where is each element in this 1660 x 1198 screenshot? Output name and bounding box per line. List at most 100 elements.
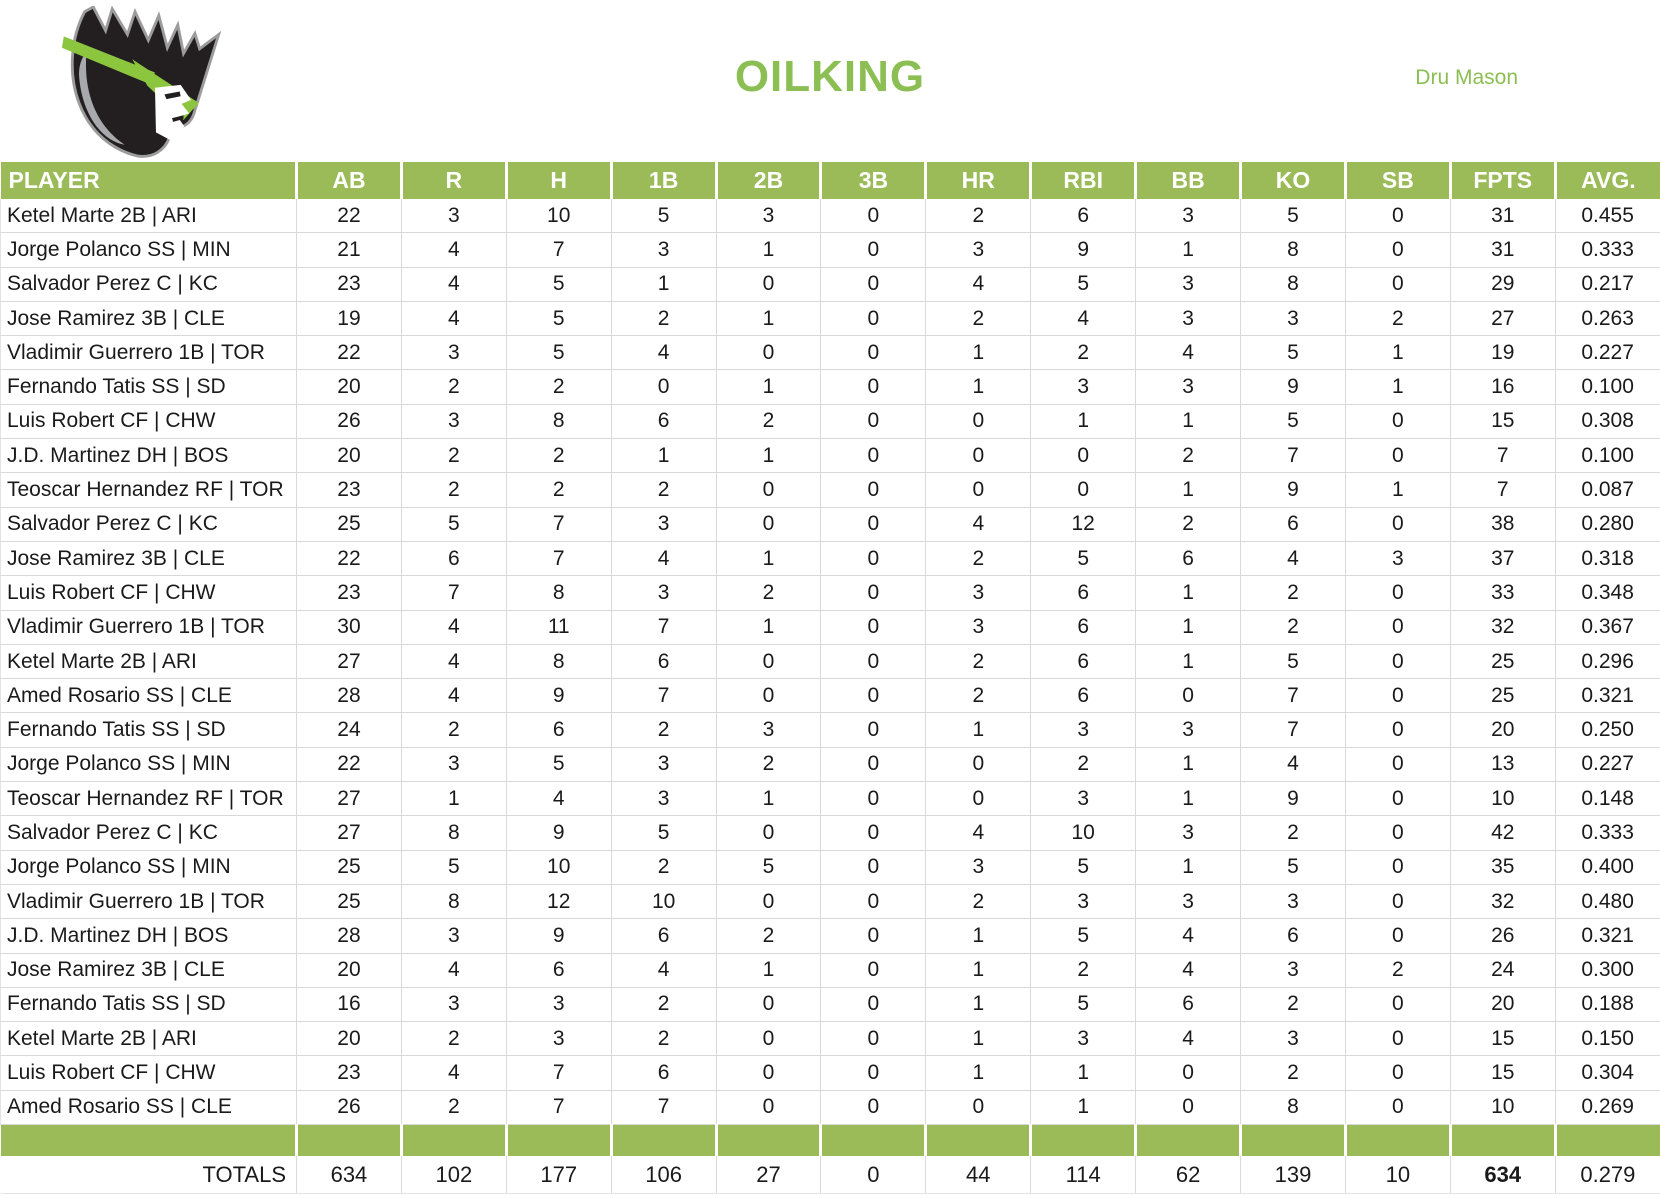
stat-cell-ab[interactable]: 22 bbox=[296, 747, 402, 783]
total-avg[interactable]: 0.279 bbox=[1554, 1156, 1660, 1195]
stat-cell-1b[interactable]: 2 bbox=[610, 301, 717, 337]
stat-cell-3b[interactable]: 0 bbox=[820, 575, 926, 611]
stat-cell-sb[interactable]: 0 bbox=[1344, 610, 1451, 645]
stat-cell-3b[interactable]: 0 bbox=[820, 199, 926, 234]
player-name-cell[interactable]: J.D. Martinez DH | BOS bbox=[0, 918, 297, 954]
stat-cell-bb[interactable]: 3 bbox=[1135, 267, 1241, 302]
stat-cell-hr[interactable]: 4 bbox=[925, 815, 1031, 851]
stat-cell-sb[interactable]: 0 bbox=[1344, 712, 1451, 748]
stat-cell-hr[interactable]: 4 bbox=[925, 267, 1031, 302]
stat-cell-sb[interactable]: 1 bbox=[1344, 472, 1451, 508]
stat-cell-hr[interactable]: 1 bbox=[925, 953, 1031, 988]
stat-cell-r[interactable]: 4 bbox=[400, 610, 507, 645]
stat-cell-h[interactable]: 6 bbox=[505, 712, 612, 748]
stat-cell-2b[interactable]: 0 bbox=[715, 335, 821, 371]
stat-cell-r[interactable]: 2 bbox=[400, 1021, 507, 1057]
stat-cell-2b[interactable]: 1 bbox=[715, 541, 821, 577]
stat-cell-bb[interactable]: 0 bbox=[1135, 1055, 1241, 1091]
stat-cell-r[interactable]: 2 bbox=[400, 472, 507, 508]
stat-cell-bb[interactable]: 3 bbox=[1135, 884, 1241, 920]
stat-cell-3b[interactable]: 0 bbox=[820, 438, 926, 474]
stat-cell-ab[interactable]: 25 bbox=[296, 850, 402, 885]
stat-cell-hr[interactable]: 2 bbox=[925, 541, 1031, 577]
stat-cell-hr[interactable]: 2 bbox=[925, 301, 1031, 337]
stat-cell-hr[interactable]: 3 bbox=[925, 610, 1031, 645]
stat-cell-avg[interactable]: 0.296 bbox=[1554, 644, 1660, 680]
stat-cell-3b[interactable]: 0 bbox=[820, 404, 926, 440]
stat-cell-ko[interactable]: 4 bbox=[1240, 541, 1346, 577]
stat-cell-h[interactable]: 7 bbox=[505, 232, 612, 268]
stat-cell-hr[interactable]: 0 bbox=[925, 781, 1031, 817]
stat-cell-fpts[interactable]: 13 bbox=[1449, 747, 1556, 783]
stat-cell-fpts[interactable]: 35 bbox=[1449, 850, 1556, 885]
column-header-ko[interactable]: KO bbox=[1239, 162, 1346, 199]
stat-cell-1b[interactable]: 1 bbox=[610, 438, 717, 474]
stat-cell-3b[interactable]: 0 bbox=[820, 541, 926, 577]
stat-cell-fpts[interactable]: 16 bbox=[1449, 369, 1556, 405]
stat-cell-rbi[interactable]: 2 bbox=[1030, 747, 1136, 783]
stat-cell-r[interactable]: 4 bbox=[400, 644, 507, 680]
stat-cell-2b[interactable]: 0 bbox=[715, 1021, 821, 1057]
stat-cell-fpts[interactable]: 33 bbox=[1449, 575, 1556, 611]
stat-cell-sb[interactable]: 0 bbox=[1344, 644, 1451, 680]
stat-cell-r[interactable]: 1 bbox=[400, 781, 507, 817]
stat-cell-r[interactable]: 8 bbox=[400, 815, 507, 851]
stat-cell-ab[interactable]: 28 bbox=[296, 918, 402, 954]
stat-cell-fpts[interactable]: 10 bbox=[1449, 1090, 1556, 1126]
stat-cell-2b[interactable]: 0 bbox=[715, 472, 821, 508]
player-name-cell[interactable]: Teoscar Hernandez RF | TOR bbox=[0, 472, 297, 508]
stat-cell-sb[interactable]: 0 bbox=[1344, 850, 1451, 885]
stat-cell-h[interactable]: 10 bbox=[505, 199, 612, 234]
stat-cell-r[interactable]: 3 bbox=[400, 404, 507, 440]
total-r[interactable]: 102 bbox=[400, 1156, 507, 1195]
stat-cell-3b[interactable]: 0 bbox=[820, 644, 926, 680]
column-header-fpts[interactable]: FPTS bbox=[1448, 162, 1556, 199]
stat-cell-avg[interactable]: 0.087 bbox=[1554, 472, 1660, 508]
stat-cell-ab[interactable]: 27 bbox=[296, 644, 402, 680]
total-bb[interactable]: 62 bbox=[1135, 1156, 1241, 1195]
stat-cell-3b[interactable]: 0 bbox=[820, 301, 926, 337]
stat-cell-ab[interactable]: 20 bbox=[296, 953, 402, 988]
stat-cell-h[interactable]: 3 bbox=[505, 987, 612, 1023]
player-name-cell[interactable]: Salvador Perez C | KC bbox=[0, 507, 297, 542]
stat-cell-bb[interactable]: 1 bbox=[1135, 644, 1241, 680]
stat-cell-1b[interactable]: 5 bbox=[610, 815, 717, 851]
stat-cell-ab[interactable]: 25 bbox=[296, 507, 402, 542]
player-name-cell[interactable]: Jose Ramirez 3B | CLE bbox=[0, 953, 297, 988]
stat-cell-avg[interactable]: 0.304 bbox=[1554, 1055, 1660, 1091]
stat-cell-2b[interactable]: 3 bbox=[715, 199, 821, 234]
stat-cell-rbi[interactable]: 3 bbox=[1030, 712, 1136, 748]
player-name-cell[interactable]: Jorge Polanco SS | MIN bbox=[0, 747, 297, 783]
stat-cell-hr[interactable]: 3 bbox=[925, 232, 1031, 268]
stat-cell-fpts[interactable]: 32 bbox=[1449, 610, 1556, 645]
column-header-rbi[interactable]: RBI bbox=[1029, 162, 1136, 199]
stat-cell-2b[interactable]: 1 bbox=[715, 369, 821, 405]
stat-cell-h[interactable]: 2 bbox=[505, 438, 612, 474]
stat-cell-ab[interactable]: 22 bbox=[296, 335, 402, 371]
stat-cell-3b[interactable]: 0 bbox=[820, 712, 926, 748]
stat-cell-hr[interactable]: 2 bbox=[925, 884, 1031, 920]
stat-cell-ab[interactable]: 19 bbox=[296, 301, 402, 337]
stat-cell-rbi[interactable]: 1 bbox=[1030, 1055, 1136, 1091]
stat-cell-ab[interactable]: 24 bbox=[296, 712, 402, 748]
player-name-cell[interactable]: Ketel Marte 2B | ARI bbox=[0, 644, 297, 680]
player-name-cell[interactable]: J.D. Martinez DH | BOS bbox=[0, 438, 297, 474]
stat-cell-h[interactable]: 2 bbox=[505, 369, 612, 405]
column-header-bb[interactable]: BB bbox=[1134, 162, 1241, 199]
player-name-cell[interactable]: Fernando Tatis SS | SD bbox=[0, 712, 297, 748]
stat-cell-hr[interactable]: 1 bbox=[925, 1055, 1031, 1091]
stat-cell-2b[interactable]: 5 bbox=[715, 850, 821, 885]
stat-cell-bb[interactable]: 4 bbox=[1135, 918, 1241, 954]
stat-cell-h[interactable]: 5 bbox=[505, 747, 612, 783]
player-name-cell[interactable]: Salvador Perez C | KC bbox=[0, 815, 297, 851]
stat-cell-1b[interactable]: 7 bbox=[610, 1090, 717, 1126]
stat-cell-h[interactable]: 7 bbox=[505, 1090, 612, 1126]
stat-cell-2b[interactable]: 0 bbox=[715, 815, 821, 851]
stat-cell-bb[interactable]: 6 bbox=[1135, 541, 1241, 577]
stat-cell-fpts[interactable]: 32 bbox=[1449, 884, 1556, 920]
stat-cell-h[interactable]: 8 bbox=[505, 575, 612, 611]
stat-cell-h[interactable]: 7 bbox=[505, 1055, 612, 1091]
player-name-cell[interactable]: Jorge Polanco SS | MIN bbox=[0, 850, 297, 885]
stat-cell-ko[interactable]: 5 bbox=[1240, 644, 1346, 680]
stat-cell-3b[interactable]: 0 bbox=[820, 953, 926, 988]
